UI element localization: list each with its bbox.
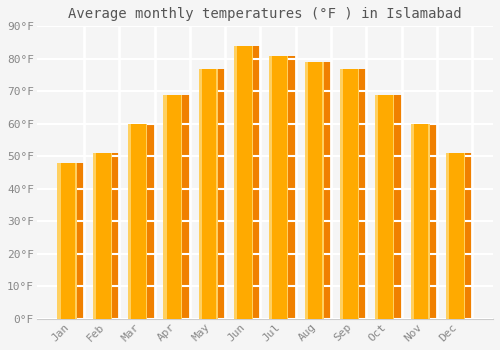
- FancyBboxPatch shape: [410, 124, 430, 319]
- Bar: [410, 124, 437, 319]
- FancyBboxPatch shape: [272, 56, 287, 319]
- FancyBboxPatch shape: [375, 94, 394, 319]
- FancyBboxPatch shape: [449, 153, 464, 319]
- Bar: [270, 56, 296, 319]
- Bar: [340, 69, 366, 319]
- Title: Average monthly temperatures (°F ) in Islamabad: Average monthly temperatures (°F ) in Is…: [68, 7, 462, 21]
- FancyBboxPatch shape: [340, 69, 359, 319]
- FancyBboxPatch shape: [93, 153, 112, 319]
- FancyBboxPatch shape: [446, 153, 465, 319]
- FancyBboxPatch shape: [96, 153, 110, 319]
- Bar: [58, 163, 84, 319]
- FancyBboxPatch shape: [164, 94, 182, 319]
- Bar: [375, 94, 402, 319]
- Bar: [304, 62, 331, 319]
- Bar: [198, 69, 225, 319]
- FancyBboxPatch shape: [198, 69, 218, 319]
- FancyBboxPatch shape: [128, 124, 147, 319]
- Bar: [93, 153, 120, 319]
- FancyBboxPatch shape: [378, 94, 393, 319]
- FancyBboxPatch shape: [414, 124, 428, 319]
- FancyBboxPatch shape: [234, 46, 253, 319]
- FancyBboxPatch shape: [343, 69, 357, 319]
- FancyBboxPatch shape: [58, 163, 76, 319]
- FancyBboxPatch shape: [304, 62, 324, 319]
- FancyBboxPatch shape: [132, 124, 146, 319]
- FancyBboxPatch shape: [237, 46, 252, 319]
- FancyBboxPatch shape: [166, 94, 181, 319]
- Bar: [128, 124, 154, 319]
- FancyBboxPatch shape: [202, 69, 216, 319]
- Bar: [164, 94, 190, 319]
- Bar: [446, 153, 472, 319]
- FancyBboxPatch shape: [308, 62, 322, 319]
- Bar: [234, 46, 260, 319]
- FancyBboxPatch shape: [60, 163, 75, 319]
- FancyBboxPatch shape: [270, 56, 288, 319]
